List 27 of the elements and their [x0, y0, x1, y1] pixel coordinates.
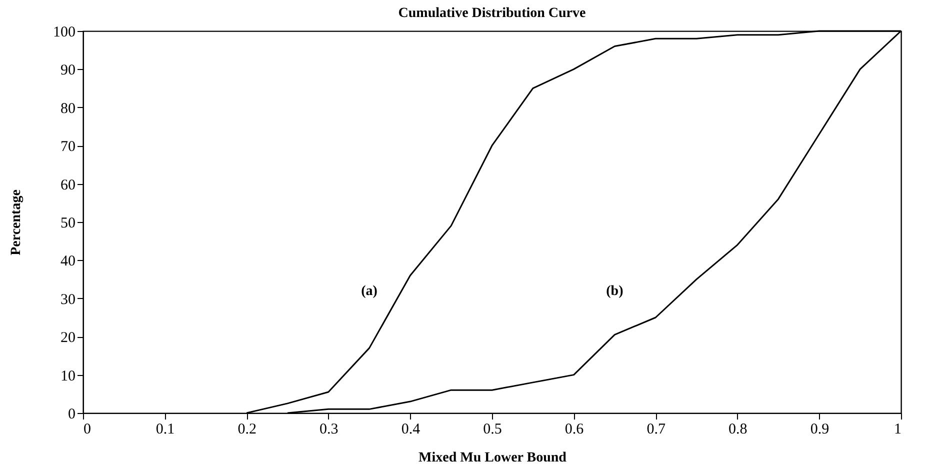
- y-tick-label: 40: [60, 254, 76, 270]
- x-tick-label: 0.7: [646, 422, 666, 438]
- x-tick-label: 1: [894, 422, 902, 438]
- chart-title: Cumulative Distribution Curve: [398, 6, 586, 21]
- x-tick-label: 0.5: [483, 422, 502, 438]
- y-tick-label: 90: [60, 62, 76, 79]
- y-tick-label: 0: [68, 406, 76, 422]
- y-tick-label: 10: [60, 368, 76, 384]
- x-axis-title: Mixed Mu Lower Bound: [418, 450, 567, 466]
- x-tick-label: 0.9: [810, 422, 830, 438]
- annotation: (a): [361, 284, 378, 299]
- y-tick-label: 80: [60, 100, 76, 117]
- x-tick-label: 0.4: [401, 422, 421, 438]
- y-tick-label: 30: [60, 292, 76, 308]
- annotation: (b): [606, 284, 624, 299]
- y-axis-title: Percentage: [9, 190, 24, 256]
- x-tick-label: 0.1: [156, 422, 175, 438]
- x-tick-label: 0.8: [728, 422, 748, 438]
- x-tick-label: 0: [84, 422, 91, 438]
- x-tick-label: 0.6: [564, 422, 584, 438]
- y-tick-label: 20: [60, 330, 76, 346]
- x-tick-label: 0.2: [238, 422, 256, 438]
- y-tick-label: 100: [53, 24, 76, 40]
- y-tick-label: 70: [60, 139, 76, 156]
- x-tick-label: 0.3: [320, 422, 338, 438]
- y-tick-label: 60: [60, 177, 76, 194]
- y-tick-label: 50: [60, 216, 76, 232]
